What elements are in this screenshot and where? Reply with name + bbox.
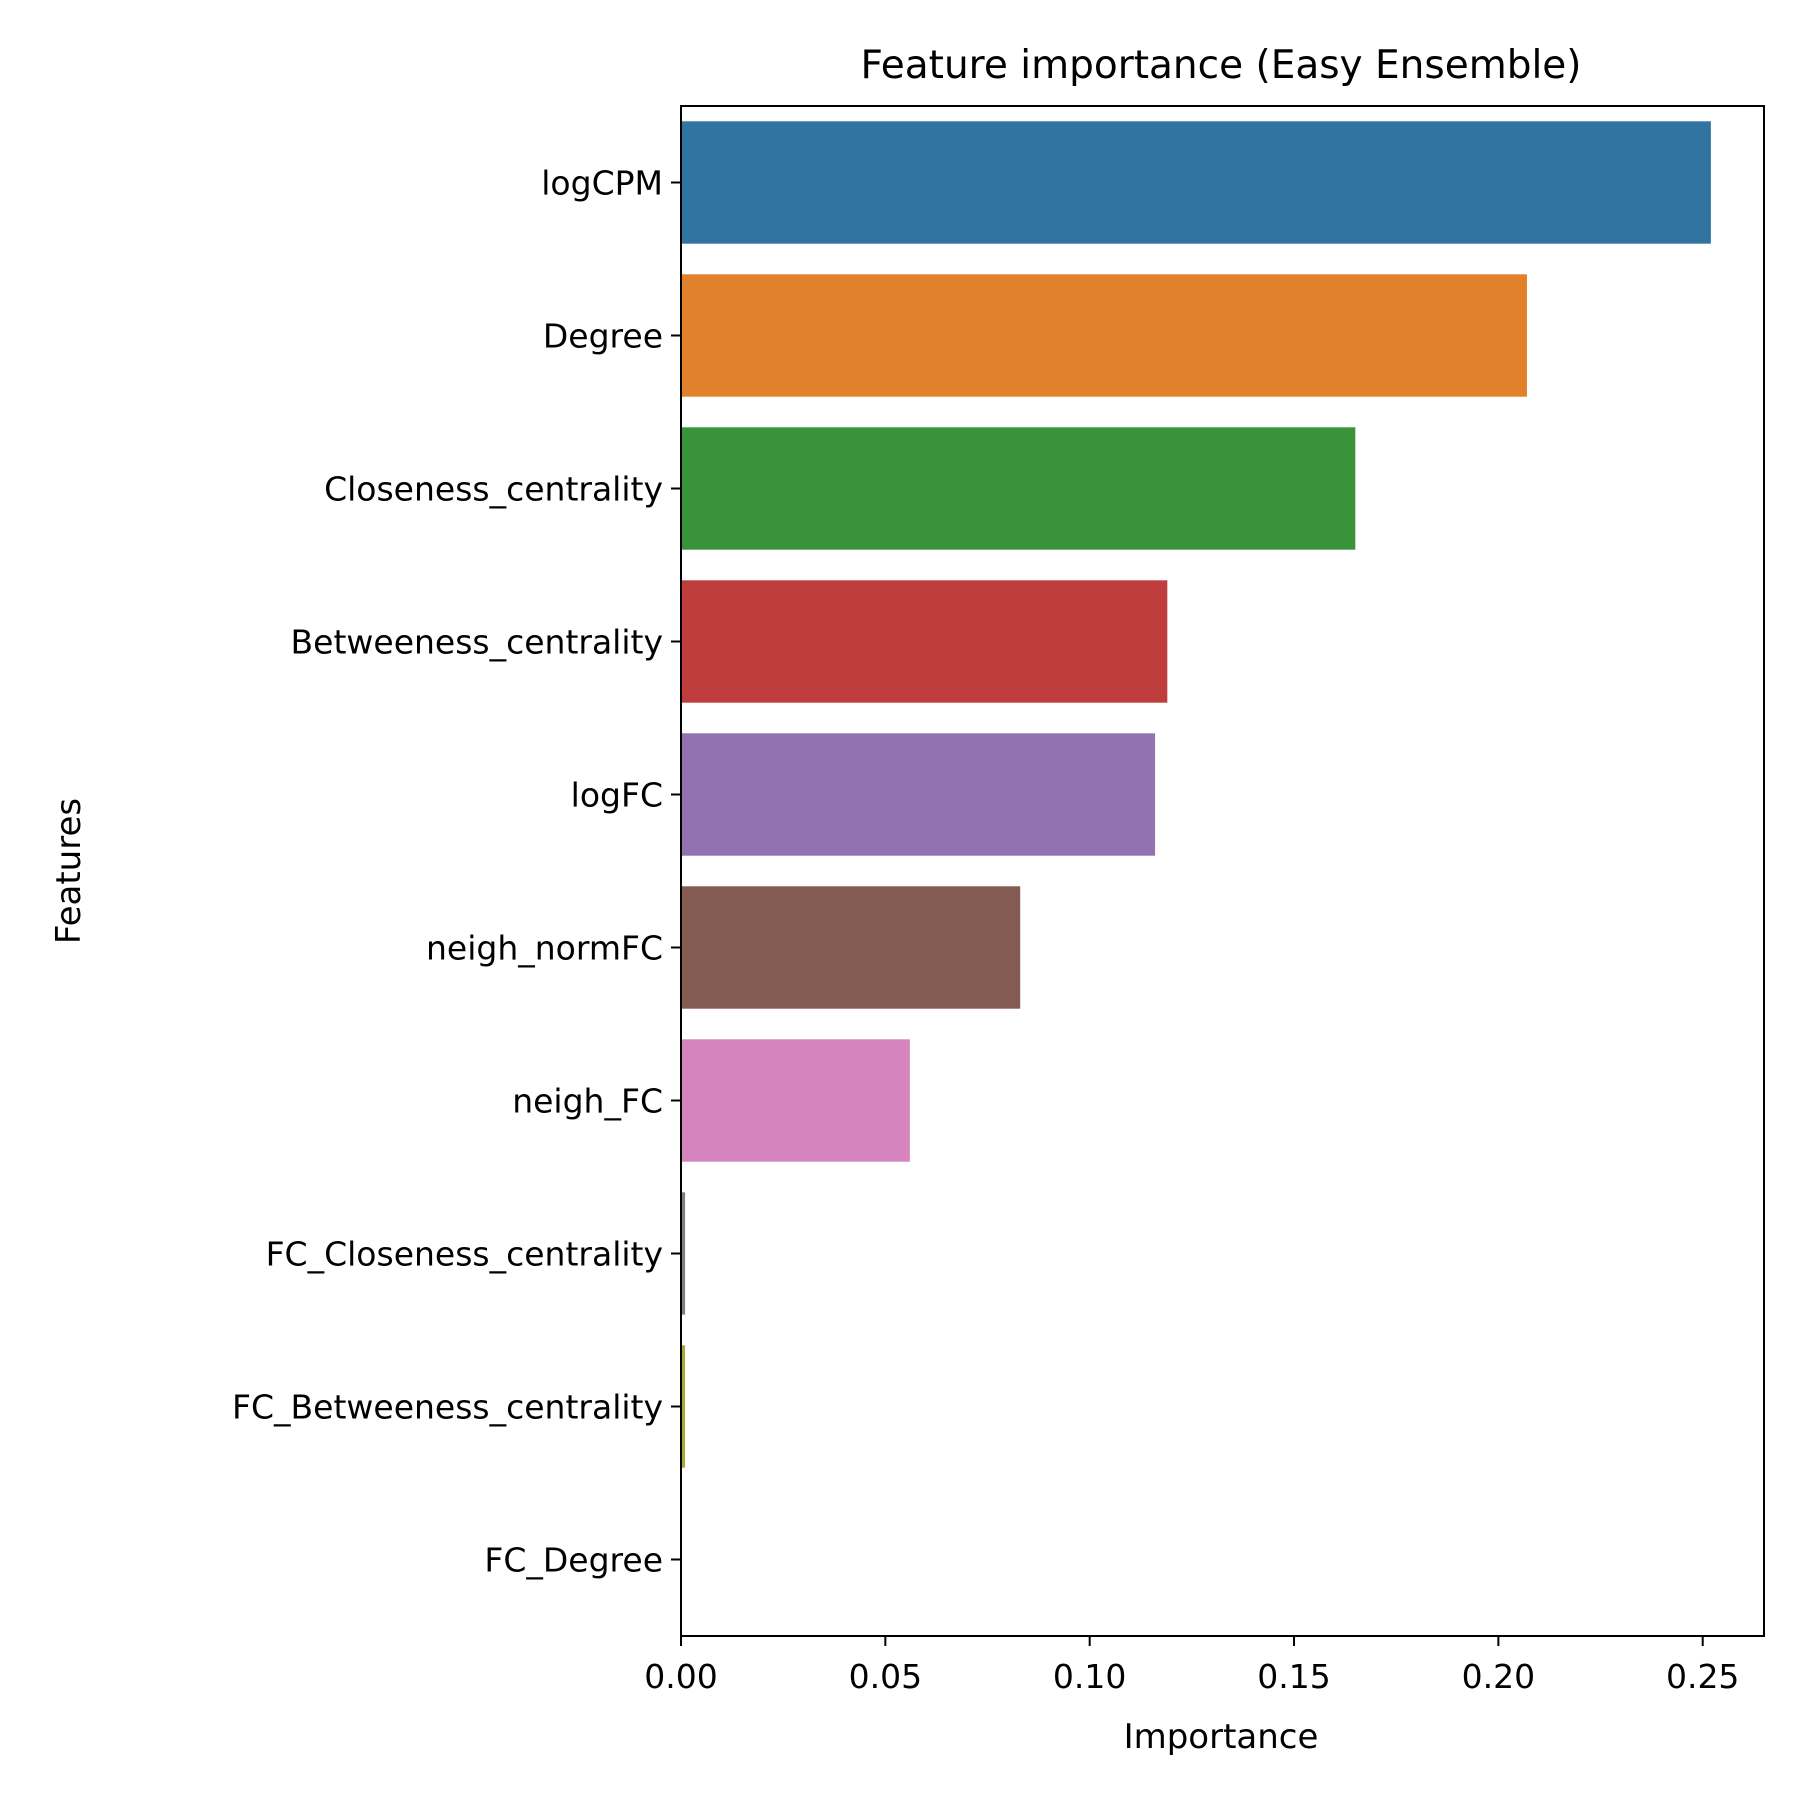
y-tick-label: logCPM — [541, 164, 663, 203]
y-tick-label: logFC — [571, 776, 663, 815]
plot-frame — [680, 105, 1765, 1637]
bar-logCPM — [681, 121, 1711, 244]
y-axis-label: Features — [49, 798, 89, 944]
y-tick-label: Betweeness_centrality — [291, 623, 663, 662]
bar-neigh_normFC — [681, 886, 1021, 1009]
bar-Closeness_centrality — [681, 427, 1356, 550]
bar-FC_Closeness_centrality — [681, 1192, 686, 1315]
y-tick-label: neigh_FC — [512, 1082, 663, 1121]
x-tick-label: 0.15 — [1257, 1657, 1330, 1696]
y-tick-label: neigh_normFC — [426, 929, 663, 968]
x-tick-label: 0.05 — [849, 1657, 922, 1696]
y-tick-label: FC_Betweeness_centrality — [232, 1388, 663, 1427]
x-tick-label: 0.00 — [644, 1657, 717, 1696]
bar-logFC — [681, 733, 1156, 856]
y-tick-label: Closeness_centrality — [324, 470, 663, 509]
ticks-layer: logCPM Degree Closeness_centrality Betweene… — [232, 164, 1739, 1697]
x-tick-label: 0.20 — [1462, 1657, 1535, 1696]
x-axis-label: Importance — [1124, 1717, 1319, 1757]
chart-title: Feature importance (Easy Ensemble) — [860, 43, 1581, 88]
bar-neigh_FC — [681, 1039, 910, 1162]
y-tick-label: FC_Degree — [484, 1541, 663, 1580]
bar-Degree — [681, 274, 1527, 397]
y-tick-label: Degree — [543, 317, 663, 356]
y-tick-label: FC_Closeness_centrality — [266, 1235, 663, 1274]
x-tick-label: 0.10 — [1053, 1657, 1126, 1696]
bar-FC_Betweeness_centrality — [681, 1345, 686, 1468]
x-tick-label: 0.25 — [1666, 1657, 1739, 1696]
bars-layer — [681, 121, 1711, 1468]
bar-Betweeness_centrality — [681, 580, 1168, 703]
